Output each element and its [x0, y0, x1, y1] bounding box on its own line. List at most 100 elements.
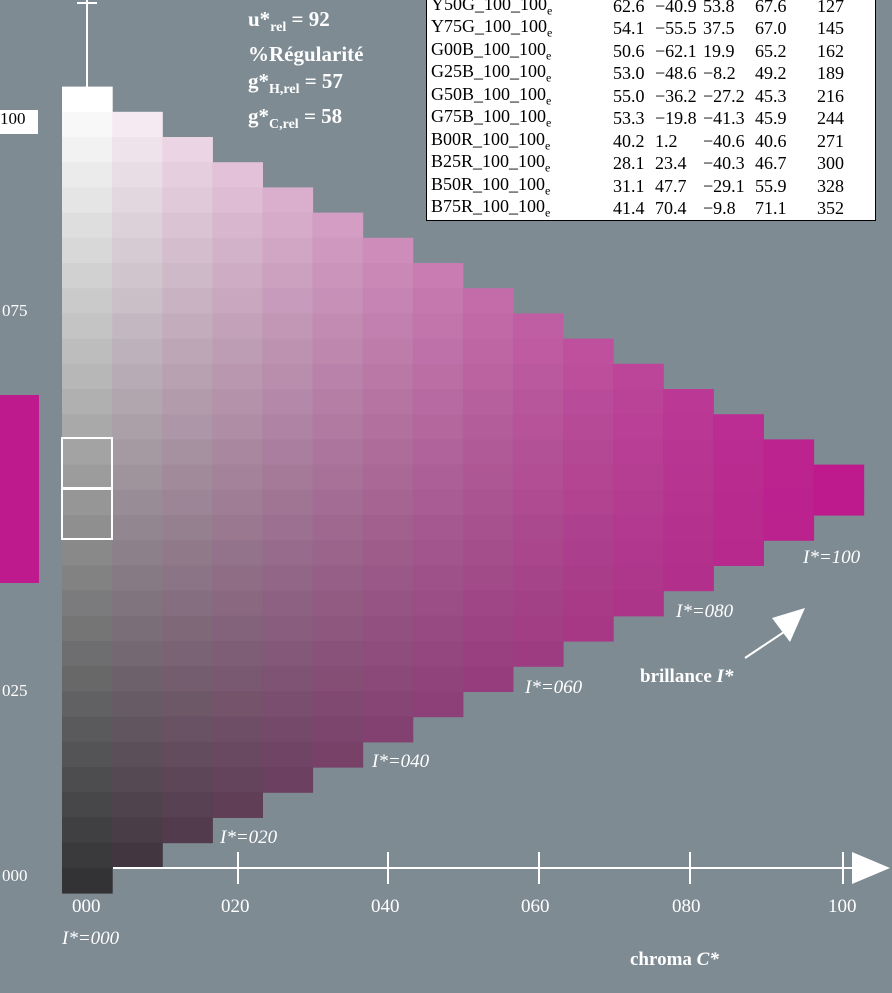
table-row: G25B_100_100e 53.0 −48.6 −8.2 49.2 189	[427, 61, 875, 86]
table-cell-name: Y75G_100_100e	[431, 16, 553, 41]
color-cell	[512, 338, 564, 365]
color-cell	[412, 464, 464, 491]
color-cell	[112, 716, 163, 743]
color-cell	[512, 414, 564, 440]
y-label-025: 025	[2, 681, 28, 700]
color-cell	[162, 792, 213, 818]
color-cell	[112, 515, 163, 541]
color-cell	[412, 313, 464, 340]
brilliance-arrow-line	[744, 627, 791, 659]
x-tick-060: 060	[521, 896, 550, 917]
table-cell-value: 28.1	[613, 153, 645, 174]
color-cell	[112, 741, 163, 768]
color-cell	[412, 363, 464, 390]
table-cell-name: G25B_100_100e	[431, 61, 552, 86]
table-cell-value: 54.1	[613, 18, 645, 39]
color-cell	[462, 641, 514, 667]
color-cell	[112, 590, 163, 617]
color-cell	[162, 263, 213, 289]
color-cell	[262, 338, 314, 365]
color-cell	[763, 489, 815, 516]
color-cell	[512, 615, 564, 642]
color-cell	[663, 565, 714, 592]
color-cell	[412, 615, 464, 642]
color-cell	[212, 313, 263, 340]
color-cell	[262, 515, 314, 541]
table-cell-value: 216	[817, 85, 844, 106]
table-cell-value: 19.9	[703, 40, 735, 61]
color-cell	[112, 792, 163, 818]
color-cell	[262, 439, 314, 466]
y-label-000: 000	[2, 866, 28, 885]
color-cell	[212, 464, 263, 491]
color-cell	[563, 464, 614, 491]
table-cell-value: 70.4	[655, 198, 687, 219]
color-cell	[312, 515, 364, 541]
color-cell	[62, 288, 113, 314]
color-cell	[462, 389, 514, 415]
color-cell	[663, 489, 714, 516]
color-cell	[212, 716, 263, 743]
table-cell-value: 47.7	[655, 175, 687, 196]
color-cell	[112, 237, 163, 264]
color-cell	[512, 464, 564, 491]
color-cell	[112, 288, 163, 314]
y-label-075: 075	[2, 301, 28, 320]
color-cell	[362, 338, 414, 365]
color-cell	[162, 313, 213, 340]
color-cell	[262, 590, 314, 617]
color-cell	[112, 187, 163, 214]
color-cell	[212, 590, 263, 617]
color-cell	[312, 439, 364, 466]
color-cell	[162, 489, 213, 516]
gh-rel-metric: g*H,rel = 57	[248, 69, 343, 98]
color-cell	[412, 288, 464, 314]
table-cell-value: 40.2	[613, 130, 645, 151]
color-cell	[512, 489, 564, 516]
color-cell	[312, 389, 364, 415]
x-tick-020: 020	[221, 896, 250, 917]
color-cell	[763, 515, 815, 541]
color-cell	[62, 338, 113, 365]
color-cell	[362, 389, 414, 415]
table-cell-name: G50B_100_100e	[431, 83, 552, 108]
color-cell	[462, 489, 514, 516]
brilliance-axis-title: brillance I*	[640, 666, 734, 687]
table-cell-name: G75B_100_100e	[431, 106, 552, 131]
color-cell	[312, 212, 364, 239]
color-cell	[162, 237, 213, 264]
table-cell-value: 71.1	[755, 198, 787, 219]
color-cell	[262, 363, 314, 390]
color-cell	[62, 439, 113, 466]
color-cell	[162, 515, 213, 541]
table-cell-value: −27.2	[703, 85, 745, 106]
color-cell	[462, 615, 514, 642]
brilliance-arrowhead	[772, 608, 805, 642]
color-cell	[262, 187, 314, 214]
color-cell	[412, 414, 464, 440]
color-cell	[412, 263, 464, 289]
table-cell-value: 55.0	[613, 85, 645, 106]
table-cell-value: 189	[817, 63, 844, 84]
table-cell-value: 46.7	[755, 153, 787, 174]
highlight-box	[61, 487, 113, 540]
color-cell	[412, 691, 464, 718]
table-cell-value: 1.2	[655, 130, 678, 151]
table-cell-value: 127	[817, 0, 844, 16]
color-cell	[462, 540, 514, 566]
table-row: Y50G_100_100e 62.6 −40.9 53.8 67.6 127	[427, 0, 875, 18]
color-cell	[362, 263, 414, 289]
table-cell-value: −9.8	[703, 198, 736, 219]
color-cell	[462, 590, 514, 617]
color-cell	[262, 389, 314, 415]
color-cell	[462, 313, 514, 340]
color-cell	[563, 615, 614, 642]
color-cell	[162, 137, 213, 163]
color-cell	[312, 288, 364, 314]
table-cell-value: 65.2	[755, 40, 787, 61]
color-cell	[112, 137, 163, 163]
color-cell	[262, 414, 314, 440]
color-cell	[212, 666, 263, 692]
table-cell-value: −36.2	[655, 85, 697, 106]
color-cell	[62, 86, 113, 113]
